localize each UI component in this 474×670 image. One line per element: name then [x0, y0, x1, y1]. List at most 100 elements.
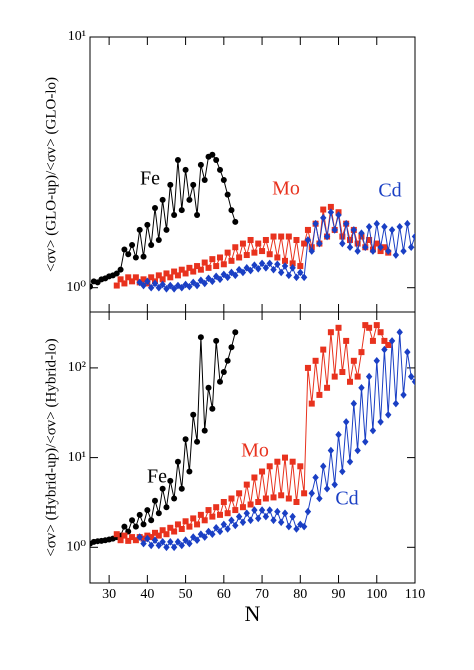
marker — [259, 468, 266, 475]
marker — [147, 541, 155, 550]
marker — [320, 214, 327, 222]
marker — [324, 384, 331, 391]
marker — [282, 257, 288, 264]
marker — [125, 274, 132, 281]
marker — [190, 515, 197, 522]
marker — [239, 268, 247, 277]
marker — [140, 253, 147, 260]
marker — [209, 530, 216, 538]
marker — [201, 517, 208, 524]
marker — [148, 274, 155, 281]
marker — [132, 254, 139, 261]
marker — [216, 275, 224, 284]
marker — [117, 537, 124, 544]
marker — [308, 247, 315, 255]
x-tick-label: 50 — [179, 587, 193, 602]
marker — [151, 279, 159, 288]
marker — [216, 527, 224, 536]
marker — [270, 265, 277, 274]
marker — [163, 543, 170, 552]
marker — [266, 463, 273, 470]
marker — [220, 520, 228, 529]
marker — [350, 399, 358, 408]
marker — [209, 256, 216, 263]
marker — [312, 357, 319, 364]
y-tick-label: 10² — [68, 360, 86, 375]
marker — [278, 492, 285, 499]
marker — [369, 337, 376, 344]
marker — [152, 497, 158, 504]
marker — [381, 345, 388, 354]
marker — [346, 457, 354, 466]
marker — [129, 534, 136, 541]
marker — [125, 537, 132, 544]
x-tick-label: 30 — [102, 587, 116, 602]
marker — [235, 265, 243, 274]
plot-area — [90, 151, 415, 293]
series-label: Fe — [140, 168, 160, 190]
marker — [132, 537, 139, 544]
marker — [136, 533, 143, 541]
marker — [266, 259, 273, 268]
marker — [201, 259, 208, 266]
marker — [381, 244, 388, 251]
marker — [243, 509, 250, 517]
marker — [170, 284, 178, 293]
marker — [316, 494, 323, 503]
marker — [262, 264, 270, 272]
marker — [178, 266, 185, 273]
marker — [255, 264, 262, 273]
marker — [247, 516, 254, 525]
marker — [209, 513, 216, 520]
marker — [163, 270, 170, 277]
marker — [362, 243, 369, 252]
marker — [285, 233, 292, 240]
marker — [182, 270, 189, 277]
plot-area — [90, 322, 415, 552]
marker — [293, 525, 300, 533]
marker — [194, 521, 201, 528]
marker — [301, 490, 308, 497]
marker — [320, 462, 327, 471]
x-tick-label: 70 — [255, 587, 269, 602]
marker — [358, 229, 365, 237]
marker — [385, 342, 392, 349]
marker — [354, 240, 361, 247]
marker — [358, 384, 365, 392]
marker — [377, 418, 384, 426]
marker — [400, 247, 407, 255]
marker — [239, 504, 246, 511]
marker — [113, 270, 120, 277]
marker — [270, 233, 277, 240]
marker — [167, 281, 174, 290]
marker — [213, 263, 220, 270]
y-tick-label: 10¹ — [68, 450, 86, 465]
marker — [232, 329, 239, 336]
marker — [262, 236, 269, 243]
marker — [323, 232, 331, 241]
marker — [171, 211, 178, 218]
marker — [159, 527, 166, 534]
marker — [136, 226, 143, 233]
marker — [343, 337, 350, 344]
marker — [209, 277, 216, 286]
marker — [347, 236, 353, 243]
marker — [400, 391, 407, 399]
series-label: Cd — [378, 180, 401, 202]
marker — [217, 254, 223, 261]
marker — [163, 284, 170, 293]
marker — [205, 274, 212, 283]
marker — [247, 266, 254, 275]
marker — [159, 276, 166, 283]
marker — [121, 523, 128, 530]
marker — [281, 509, 289, 517]
marker — [144, 221, 151, 228]
marker — [140, 535, 147, 542]
marker — [285, 271, 293, 280]
marker — [411, 232, 415, 241]
marker — [228, 268, 235, 277]
marker — [217, 511, 223, 518]
marker — [129, 242, 136, 249]
marker — [148, 534, 155, 541]
